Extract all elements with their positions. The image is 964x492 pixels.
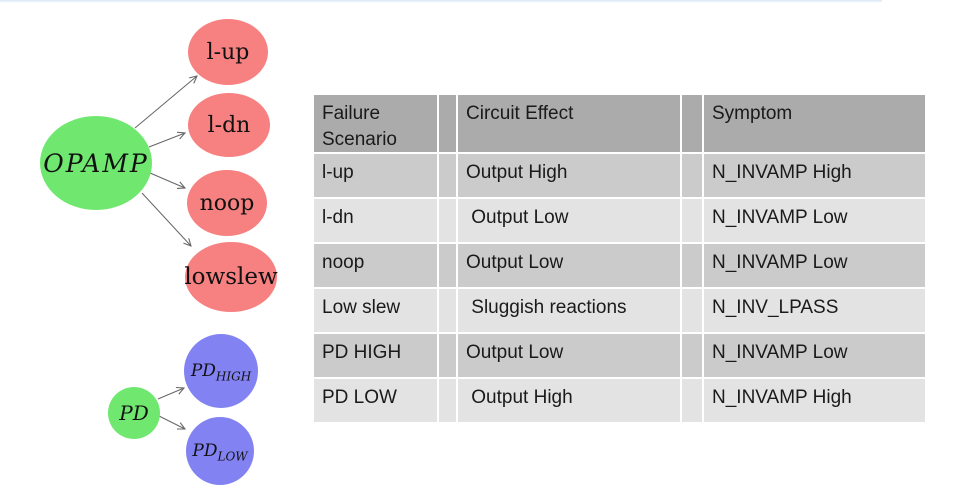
edge-opamp-lowslew — [141, 192, 191, 246]
cell-effect: Sluggish reactions — [458, 289, 680, 333]
cell-effect: Output Low — [458, 244, 680, 288]
table-row: noop Output Low N_INVAMP Low — [314, 244, 925, 288]
node-lowslew-label: lowslew — [184, 264, 278, 290]
cell-spacer — [682, 154, 702, 198]
cell-effect: Output Low — [458, 199, 680, 243]
node-l-dn-label: l-dn — [207, 112, 251, 138]
edge-pd-pdlow — [158, 415, 185, 429]
node-noop: noop — [187, 170, 267, 236]
node-pd-high-label: PDHIGH — [190, 361, 252, 384]
header-failure-scenario: Failure Scenario — [314, 95, 437, 153]
cell-spacer — [439, 244, 456, 288]
node-pd-low-label: PDLOW — [192, 441, 248, 464]
edge-opamp-ldn — [148, 133, 185, 148]
cell-effect: Output Low — [458, 334, 680, 378]
diagram-arrows — [134, 0, 320, 492]
cell-spacer — [439, 334, 456, 378]
cell-symptom: N_INVAMP High — [704, 154, 925, 198]
cell-scenario: noop — [314, 244, 437, 288]
header-spacer — [439, 95, 456, 153]
header-spacer — [682, 95, 702, 153]
cell-spacer — [682, 244, 702, 288]
table-row: Low slew Sluggish reactions N_INV_LPASS — [314, 289, 925, 333]
node-noop-label: noop — [199, 190, 255, 216]
table-header-row: Failure Scenario Circuit Effect Symptom — [314, 95, 925, 153]
header-circuit-effect: Circuit Effect — [458, 95, 680, 153]
cell-spacer — [682, 379, 702, 423]
edge-pd-pdhigh — [157, 388, 184, 400]
cell-spacer — [439, 154, 456, 198]
cell-symptom: N_INVAMP Low — [704, 334, 925, 378]
cell-scenario: l-up — [314, 154, 437, 198]
cell-spacer — [682, 289, 702, 333]
cell-scenario: PD LOW — [314, 379, 437, 423]
cell-symptom: N_INVAMP Low — [704, 199, 925, 243]
table-row: l-up Output High N_INVAMP High — [314, 154, 925, 198]
edge-opamp-noop — [149, 172, 185, 188]
cell-symptom: N_INVAMP High — [704, 379, 925, 423]
fault-tree-diagram: OPAMP l-up l-dn noop lowslew PD PDHIGH P… — [0, 0, 320, 492]
cell-scenario: PD HIGH — [314, 334, 437, 378]
node-l-up: l-up — [188, 19, 268, 85]
header-symptom: Symptom — [704, 95, 925, 153]
cell-effect: Output High — [458, 379, 680, 423]
node-pd-low: PDLOW — [186, 417, 254, 485]
window-top-edge — [0, 0, 882, 3]
node-pd-label: PD — [119, 401, 149, 425]
table-row: PD LOW Output High N_INVAMP High — [314, 379, 925, 423]
table-row: PD HIGH Output Low N_INVAMP Low — [314, 334, 925, 378]
cell-spacer — [439, 379, 456, 423]
cell-symptom: N_INVAMP Low — [704, 244, 925, 288]
cell-spacer — [439, 289, 456, 333]
edge-opamp-lup — [134, 76, 197, 129]
cell-spacer — [682, 334, 702, 378]
node-opamp: OPAMP — [40, 116, 152, 210]
cell-spacer — [439, 199, 456, 243]
cell-spacer — [682, 199, 702, 243]
node-opamp-label: OPAMP — [43, 148, 149, 178]
cell-symptom: N_INV_LPASS — [704, 289, 925, 333]
failure-scenario-table: Failure Scenario Circuit Effect Symptom … — [312, 93, 927, 424]
node-l-up-label: l-up — [206, 39, 250, 65]
node-pd: PD — [108, 387, 160, 439]
cell-effect: Output High — [458, 154, 680, 198]
node-lowslew: lowslew — [184, 242, 278, 312]
node-pd-high: PDHIGH — [184, 334, 258, 408]
table-row: l-dn Output Low N_INVAMP Low — [314, 199, 925, 243]
cell-scenario: l-dn — [314, 199, 437, 243]
cell-scenario: Low slew — [314, 289, 437, 333]
node-l-dn: l-dn — [188, 93, 270, 157]
